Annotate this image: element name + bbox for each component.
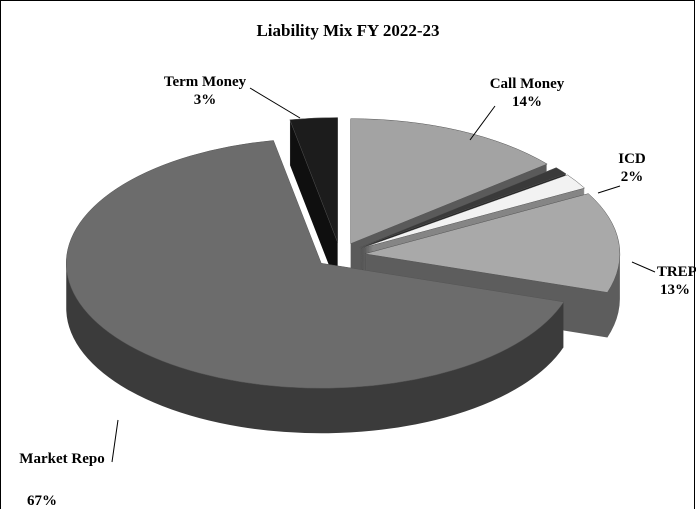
value-label: 13%	[660, 282, 690, 298]
slice-label: TREPS	[657, 264, 696, 280]
value-label: 3%	[194, 92, 217, 108]
chart-title: Liability Mix FY 2022-23	[256, 21, 439, 40]
slice	[361, 174, 586, 249]
leader-line	[469, 105, 496, 141]
leader-line	[111, 419, 119, 463]
slice-label: Term Money	[164, 74, 247, 90]
slice-label: Market Repo	[19, 451, 104, 467]
value-label: 14%	[512, 94, 542, 110]
slice	[364, 193, 621, 293]
slice	[359, 167, 567, 248]
leader-line	[249, 87, 301, 119]
slice	[350, 118, 548, 245]
slice	[66, 140, 565, 389]
value-label: 67%	[27, 493, 57, 509]
value-label: 2%	[621, 169, 644, 185]
slice	[289, 117, 338, 243]
leader-line	[597, 185, 621, 194]
leader-line	[631, 261, 656, 273]
slice-label: Call Money	[490, 76, 565, 92]
slice-label: ICD	[618, 151, 646, 167]
